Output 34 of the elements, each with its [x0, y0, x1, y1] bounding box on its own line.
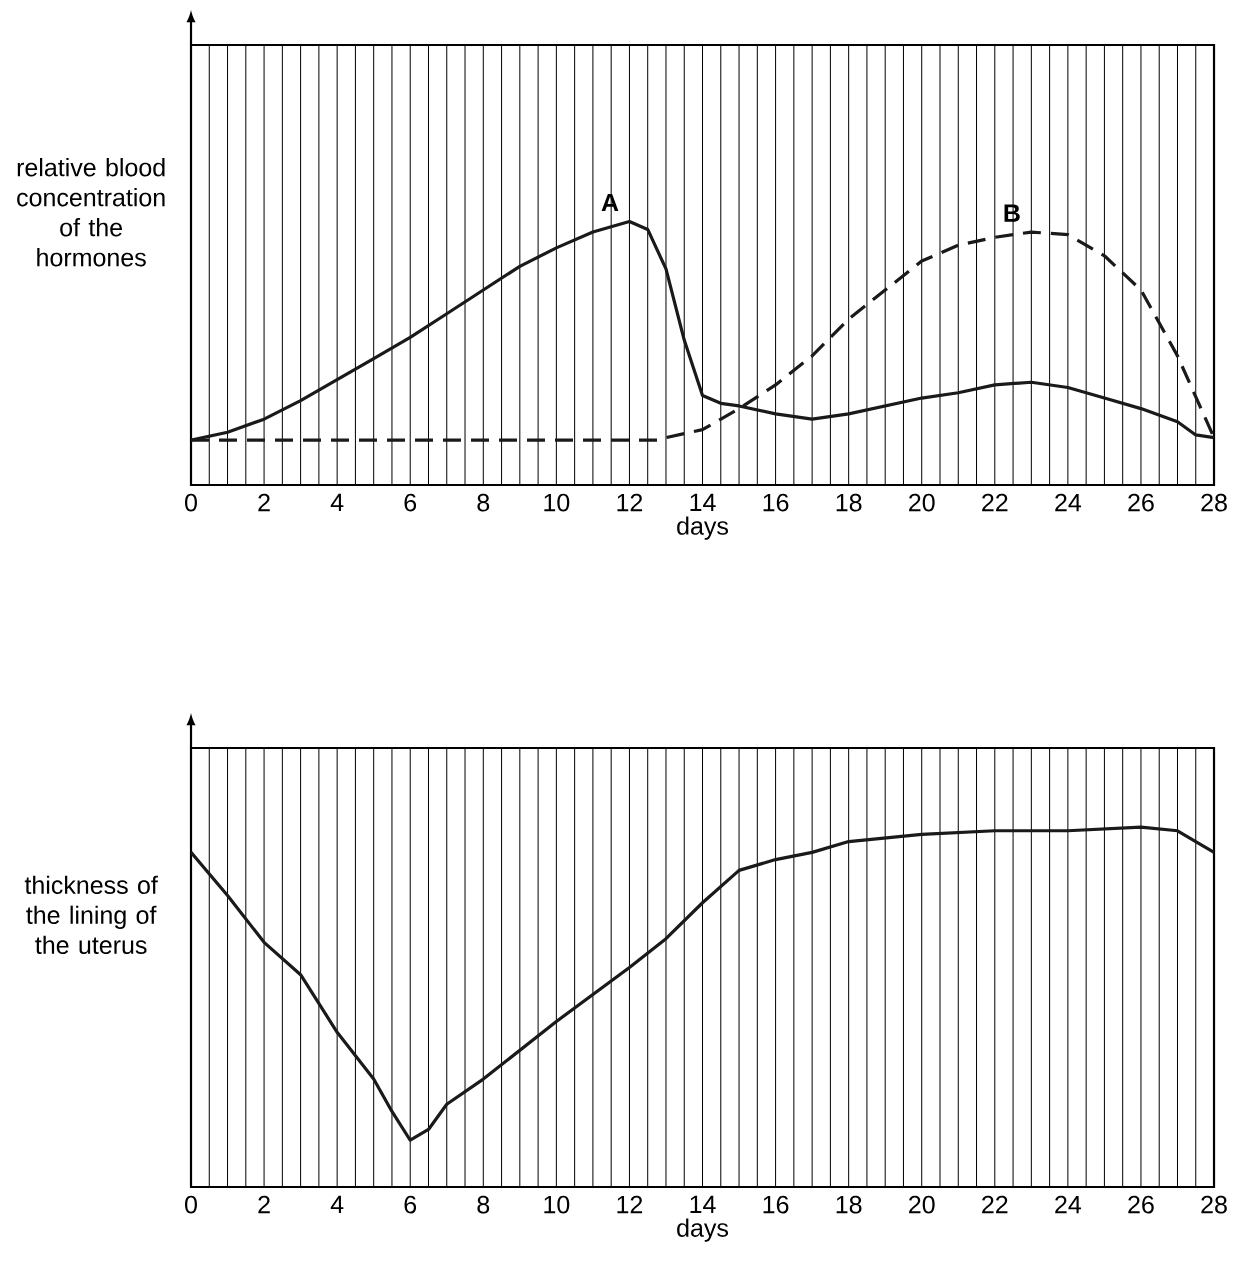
x-tick-label: 4 [330, 1195, 344, 1213]
x-tick-label: 24 [1055, 1195, 1082, 1214]
x-tick-label: 12 [617, 1195, 643, 1214]
x-tick-label: 8 [477, 493, 490, 512]
x-tick-label: 2 [258, 1195, 270, 1214]
x-tick-label: 28 [1201, 493, 1227, 512]
x-tick-label: 16 [763, 493, 789, 512]
x-tick-label: 24 [1055, 493, 1082, 512]
x-tick-label: 0 [185, 1195, 197, 1214]
x-tick-label: 8 [477, 1195, 490, 1214]
x-tick-label: 14 [690, 1195, 716, 1213]
x-axis-title: days [677, 516, 729, 540]
x-tick-label: 10 [544, 1195, 570, 1214]
x-tick-label: 26 [1128, 1195, 1154, 1214]
y-axis-title: relative blood concentration of the hormones [17, 158, 165, 267]
x-tick-label: 14 [690, 493, 716, 511]
x-tick-label: 22 [982, 493, 1008, 512]
x-tick-label: 6 [404, 493, 417, 512]
x-tick-label: 0 [185, 493, 197, 512]
x-tick-label: 22 [982, 1195, 1008, 1214]
x-axis-title: days [677, 1218, 729, 1242]
x-tick-label: 2 [258, 493, 270, 512]
y-axis-title: thickness of the lining of the uterus [24, 875, 158, 955]
x-tick-label: 18 [836, 493, 862, 512]
x-tick-label: 4 [330, 493, 344, 511]
x-tick-label: 6 [404, 1195, 417, 1214]
x-tick-label: 16 [763, 1195, 789, 1214]
x-tick-label: 12 [617, 493, 643, 512]
x-tick-label: 26 [1128, 493, 1154, 512]
x-tick-label: 20 [909, 493, 935, 512]
x-tick-label: 20 [909, 1195, 935, 1214]
x-tick-label: 18 [836, 1195, 862, 1214]
x-tick-label: 10 [544, 493, 570, 512]
x-tick-label: 28 [1201, 1195, 1227, 1214]
